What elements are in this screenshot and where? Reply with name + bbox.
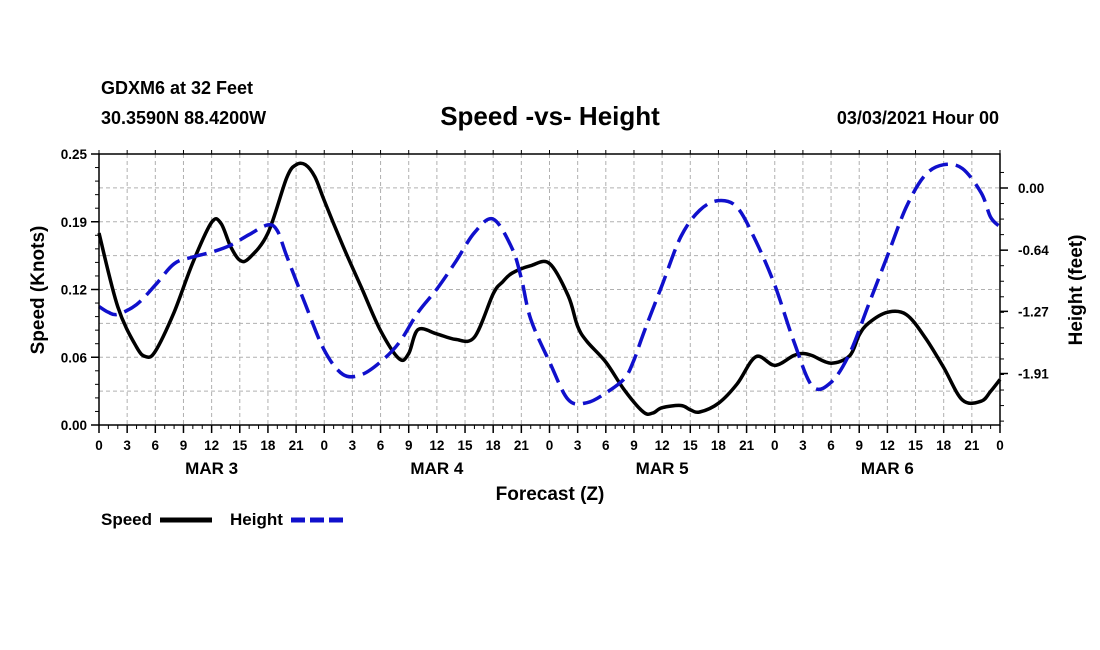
y-tick-label: 0.25: [61, 147, 88, 162]
x-tick-label: 0: [771, 438, 779, 453]
y2-tick-label: -1.27: [1018, 304, 1049, 319]
y2-tick-label: 0.00: [1018, 181, 1044, 196]
x-tick-label: 0: [95, 438, 103, 453]
x-tick-label: 21: [289, 438, 305, 453]
y-axis-label: Speed (Knots): [28, 226, 49, 355]
x-tick-label: 0: [320, 438, 328, 453]
height-line: [98, 162, 1002, 406]
x-tick-label: 9: [405, 438, 413, 453]
y2-axis-label: Height (feet): [1066, 235, 1087, 346]
x-tick-label: 3: [123, 438, 131, 453]
grid-lines: [98, 153, 1001, 426]
x-tick-label: 9: [180, 438, 188, 453]
day-label: MAR 3: [185, 459, 238, 478]
day-label: MAR 4: [410, 459, 463, 478]
location-label: 30.3590N 88.4200W: [101, 108, 266, 128]
x-tick-label: 9: [630, 438, 638, 453]
x-tick-label: 15: [908, 438, 924, 453]
x-tick-label: 18: [711, 438, 727, 453]
y2-tick-label: -1.91: [1018, 367, 1049, 382]
y2-tick-label: -0.64: [1018, 243, 1049, 258]
date-label: 03/03/2021 Hour 00: [837, 108, 999, 128]
legend-height-label: Height: [230, 510, 283, 529]
x-tick-label: 6: [152, 438, 160, 453]
y-tick-label: 0.00: [61, 418, 87, 433]
y-tick-label: 0.12: [61, 283, 87, 298]
y-tick-label: 0.06: [61, 350, 88, 365]
x-tick-label: 0: [546, 438, 554, 453]
x-tick-label: 21: [739, 438, 755, 453]
x-tick-label: 12: [429, 438, 444, 453]
day-label: MAR 6: [861, 459, 914, 478]
x-tick-label: 15: [232, 438, 248, 453]
x-tick-label: 12: [880, 438, 895, 453]
x-axis-label: Forecast (Z): [496, 484, 605, 505]
x-tick-label: 18: [486, 438, 502, 453]
x-tick-label: 21: [514, 438, 530, 453]
x-tick-label: 6: [377, 438, 385, 453]
x-tick-label: 18: [936, 438, 952, 453]
x-tick-label: 15: [458, 438, 474, 453]
station-label: GDXM6 at 32 Feet: [101, 78, 253, 98]
y-tick-label: 0.19: [61, 215, 87, 230]
x-tick-label: 12: [204, 438, 219, 453]
axes-group: 0 3 6 9 12 15 18 21 0 3 6 9 12 15 18 21 0 3 6 9 12 15 18 21 0 3 6 9…: [61, 147, 1050, 478]
x-tick-label: 3: [574, 438, 582, 453]
day-label: MAR 5: [636, 459, 689, 478]
chart-title: Speed -vs- Height: [440, 101, 660, 131]
height-series-group: [98, 162, 1002, 406]
x-tick-label: 21: [964, 438, 980, 453]
x-tick-label: 3: [349, 438, 357, 453]
legend-speed-label: Speed: [101, 510, 152, 529]
x-tick-label: 12: [655, 438, 670, 453]
x-tick-label: 0: [996, 438, 1004, 453]
x-tick-label: 9: [855, 438, 863, 453]
x-tick-label: 6: [602, 438, 610, 453]
x-tick-label: 15: [683, 438, 699, 453]
x-tick-label: 3: [799, 438, 807, 453]
x-tick-label: 18: [260, 438, 276, 453]
x-tick-label: 6: [827, 438, 835, 453]
